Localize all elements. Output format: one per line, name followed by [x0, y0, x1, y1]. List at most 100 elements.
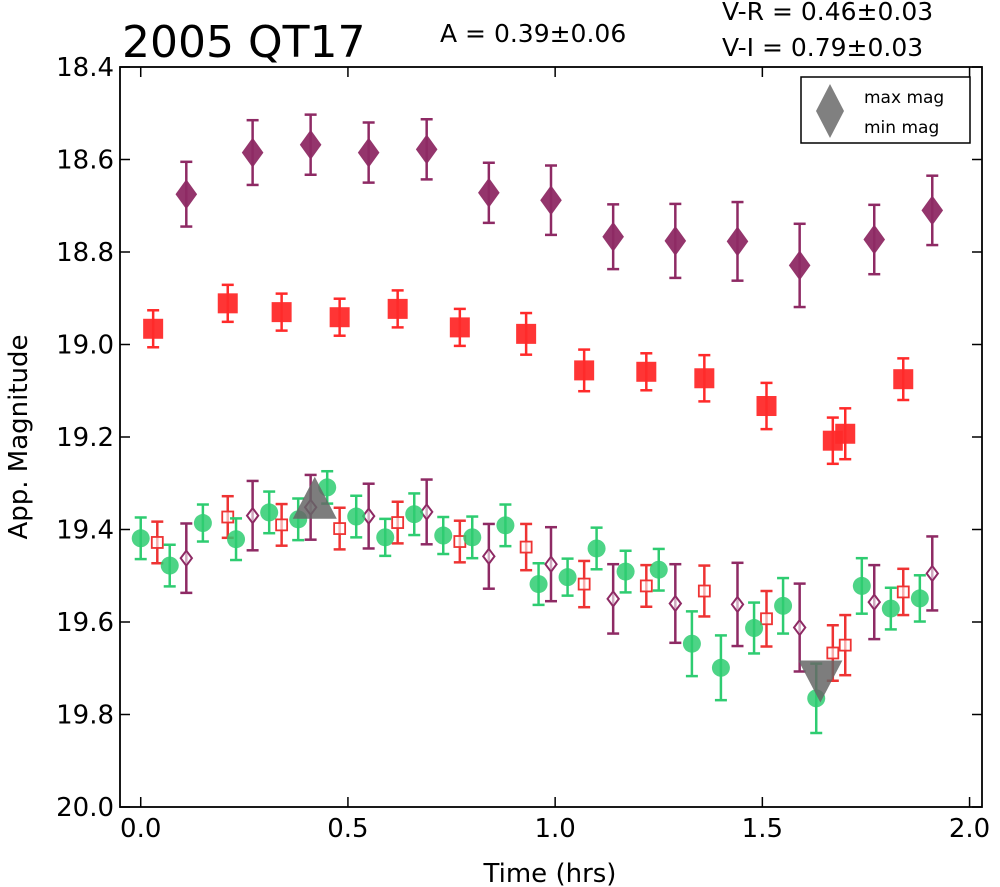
data-point [260, 503, 279, 522]
y-tick-label: 19.8 [56, 701, 114, 731]
data-point [434, 526, 453, 545]
data-point [275, 518, 289, 532]
y-tick-label: 19.6 [56, 608, 114, 638]
data-point [792, 618, 807, 637]
data-point [496, 516, 515, 535]
plot-area [131, 113, 944, 735]
data-point [881, 599, 900, 618]
data-point [558, 568, 577, 587]
data-point [730, 595, 745, 614]
data-point [826, 646, 840, 660]
data-point [893, 369, 914, 390]
data-point [271, 302, 292, 323]
data-point [179, 549, 194, 568]
v-minus-r-annotation: V-R = 0.46±0.03 [722, 0, 933, 26]
v-minus-i-annotation: V-I = 0.79±0.03 [722, 33, 923, 62]
data-point [478, 177, 500, 208]
data-point [245, 506, 260, 525]
data-point [131, 529, 150, 548]
data-point [726, 226, 749, 257]
data-point [333, 522, 347, 535]
data-point [577, 577, 591, 591]
data-point [519, 540, 533, 554]
y-tick-label: 20.0 [56, 793, 114, 823]
data-point [863, 224, 886, 255]
data-point [221, 510, 235, 524]
data-point [217, 293, 238, 314]
data-point [602, 221, 624, 252]
data-point [329, 307, 350, 328]
data-point [361, 506, 376, 526]
data-point [852, 576, 871, 595]
data-point [574, 360, 595, 381]
series-circle-filled [131, 469, 929, 735]
data-point [649, 560, 668, 579]
legend-min-mag-label: min mag [864, 118, 939, 138]
y-tick-label: 19.4 [56, 516, 114, 546]
data-point [925, 564, 940, 583]
data-point [193, 514, 212, 533]
min-mag-marker [798, 660, 843, 703]
data-point [835, 423, 856, 444]
data-point [544, 555, 558, 574]
max-mag-marker [292, 476, 337, 519]
data-point [405, 505, 424, 524]
data-point [694, 368, 715, 389]
y-tick-label: 18.8 [56, 238, 114, 268]
y-tick-label: 18.6 [56, 146, 114, 176]
y-tick-label: 19.0 [56, 331, 114, 361]
data-point [481, 547, 496, 566]
data-point [697, 584, 711, 598]
y-tick-label: 19.2 [56, 423, 114, 453]
x-axis-label: Time (hrs) [483, 859, 617, 887]
data-point [391, 516, 405, 529]
x-tick-label: 0.5 [327, 814, 368, 844]
data-point [896, 585, 910, 599]
data-point [921, 195, 944, 226]
data-point [227, 530, 246, 549]
axes: 0.0 0.5 1.0 1.5 2.0 18.4 18.6 18.8 19.0 19.2 19.4 1… [56, 53, 990, 844]
data-point [540, 185, 562, 216]
data-point [357, 137, 380, 168]
x-tick-label: 0.0 [120, 814, 161, 844]
data-point [160, 556, 179, 575]
data-point [760, 612, 773, 626]
data-point [387, 298, 408, 319]
data-point [636, 361, 657, 382]
series-square-filled [143, 283, 914, 466]
data-point [347, 507, 366, 526]
data-point [639, 579, 653, 593]
data-point [241, 137, 264, 168]
data-point [175, 179, 198, 210]
data-point [910, 589, 929, 608]
data-point [668, 594, 683, 613]
data-point [664, 225, 687, 256]
data-point [838, 638, 852, 652]
y-tick-label: 18.4 [56, 53, 114, 83]
data-point [867, 592, 882, 612]
data-point [756, 396, 777, 417]
data-point [516, 323, 537, 344]
legend-max-mag-marker [816, 84, 844, 111]
extrema-markers [292, 476, 843, 703]
data-point [529, 575, 548, 594]
legend: max mag min mag [800, 76, 971, 144]
data-point [711, 658, 730, 677]
amplitude-annotation: A = 0.39±0.06 [440, 19, 626, 48]
y-axis-label: App. Magnitude [4, 334, 34, 539]
series-diamond-filled [175, 113, 944, 309]
data-point [419, 502, 434, 522]
data-point [449, 317, 470, 338]
x-tick-label: 2.0 [949, 814, 990, 844]
x-tick-label: 1.0 [534, 814, 575, 844]
data-point [682, 634, 701, 653]
data-point [616, 562, 635, 581]
data-point [150, 536, 164, 549]
data-point [788, 250, 811, 281]
x-tick-label: 1.5 [742, 814, 783, 844]
data-point [415, 134, 438, 165]
legend-min-mag-marker [816, 111, 844, 138]
legend-max-mag-label: max mag [864, 88, 944, 108]
data-point [587, 539, 606, 558]
